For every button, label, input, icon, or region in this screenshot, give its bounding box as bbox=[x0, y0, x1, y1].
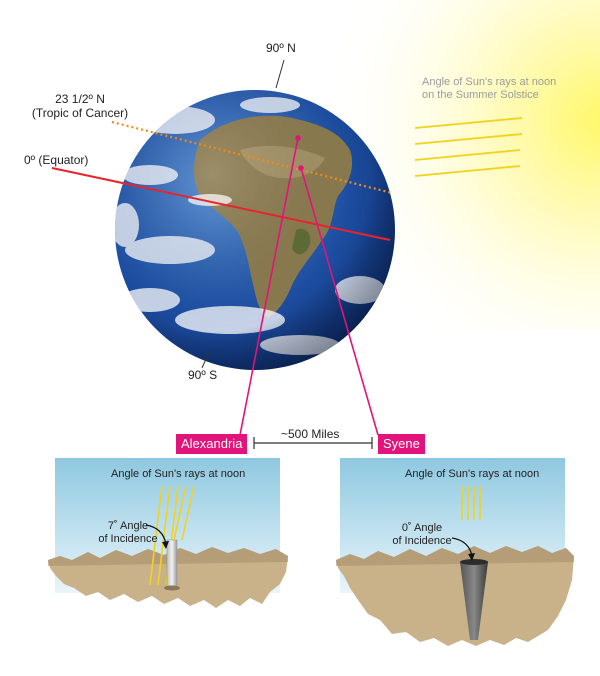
tropic-of-cancer-label: 23 1/2º N (Tropic of Cancer) bbox=[20, 92, 140, 121]
syene-sun-rays bbox=[461, 486, 481, 520]
equator-line bbox=[51, 167, 391, 241]
alexandria-panel bbox=[48, 458, 288, 608]
syene-angle-label: 0˚ Angle of Incidence bbox=[382, 522, 462, 547]
alexandria-obelisk bbox=[166, 539, 178, 589]
sun-rays-top bbox=[414, 117, 523, 177]
south-pole-pointer bbox=[201, 349, 211, 369]
north-pole-pointer bbox=[275, 59, 285, 89]
tropic-of-cancer-line bbox=[111, 120, 393, 195]
tropic-label-line2: (Tropic of Cancer) bbox=[31, 105, 129, 120]
sun-caption-line1: Angle of Sun's rays at noon bbox=[422, 76, 557, 88]
alexandria-angle-line1: 7˚ Angle bbox=[107, 520, 149, 532]
syene-ground bbox=[336, 546, 574, 646]
syene-panel bbox=[336, 458, 574, 646]
alexandria-label: Alexandria bbox=[176, 434, 248, 454]
sun-caption: Angle of Sun's rays at noon on the Summe… bbox=[422, 76, 556, 101]
sun-caption-line2: on the Summer Solstice bbox=[422, 88, 539, 101]
alexandria-panel-title: Angle of Sun's rays at noon bbox=[111, 468, 246, 480]
south-pole-label: 90º S bbox=[188, 368, 218, 382]
syene-panel-title: Angle of Sun's rays at noon bbox=[405, 468, 540, 480]
equator-label: 0º (Equator) bbox=[24, 153, 89, 167]
location-lines bbox=[239, 135, 379, 436]
tropic-label-line1: 23 1/2º N bbox=[55, 92, 105, 106]
north-pole-label: 90º N bbox=[266, 41, 296, 55]
syene-well bbox=[460, 562, 488, 640]
alexandria-angle-label: 7˚ Angle of Incidence bbox=[88, 520, 168, 545]
distance-bracket bbox=[253, 437, 373, 449]
alexandria-angle-line2: of Incidence bbox=[98, 532, 158, 545]
earth-globe bbox=[115, 90, 395, 370]
distance-label: ~500 Miles bbox=[278, 427, 343, 441]
syene-angle-line2: of Incidence bbox=[392, 534, 452, 547]
alexandria-sun-rays bbox=[149, 485, 195, 586]
syene-angle-line1: 0˚ Angle bbox=[401, 522, 443, 534]
syene-label: Syene bbox=[378, 434, 425, 454]
